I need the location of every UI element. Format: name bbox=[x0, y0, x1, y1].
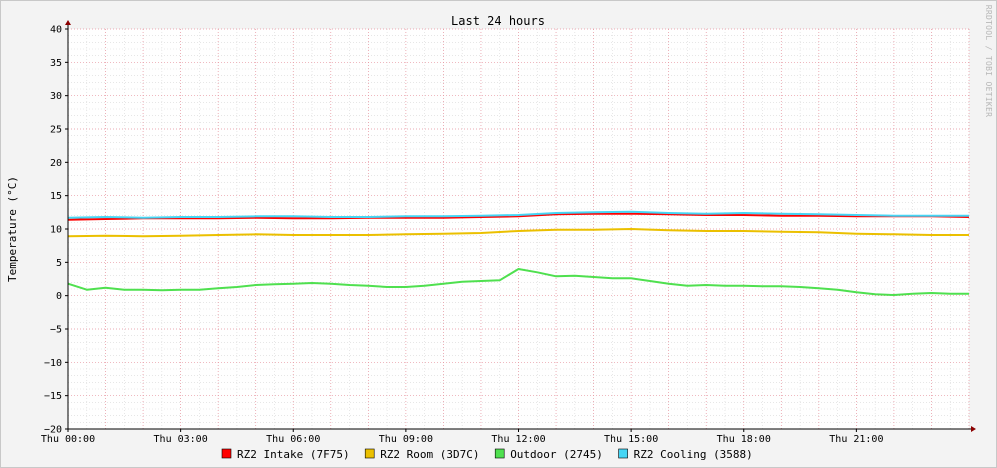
x-tick-label: Thu 18:00 bbox=[717, 434, 771, 445]
y-axis-arrow bbox=[65, 20, 71, 25]
y-tick-label: 30 bbox=[50, 91, 62, 102]
x-tick-label: Thu 09:00 bbox=[379, 434, 433, 445]
y-tick-label: 0 bbox=[56, 291, 62, 302]
y-tick-label: 25 bbox=[50, 125, 62, 136]
y-tick-label: −10 bbox=[44, 358, 62, 369]
axes bbox=[65, 20, 976, 432]
x-tick-label: Thu 12:00 bbox=[491, 434, 545, 445]
x-tick-label: Thu 03:00 bbox=[154, 434, 208, 445]
legend: RZ2 Intake (7F75) RZ2 Room (3D7C) Outdoor … bbox=[221, 448, 753, 461]
y-tick-label: 35 bbox=[50, 58, 62, 69]
y-tick-label: 5 bbox=[56, 258, 62, 269]
y-tick-label: −15 bbox=[44, 391, 62, 402]
x-tick-label: Thu 21:00 bbox=[829, 434, 883, 445]
y-tick-label: −20 bbox=[44, 425, 62, 436]
y-tick-label: 10 bbox=[50, 225, 62, 236]
y-tick-label: 15 bbox=[50, 191, 62, 202]
grid-lines bbox=[67, 28, 970, 430]
y-tick-label: −5 bbox=[50, 325, 62, 336]
legend-label-rz2-cooling-3588: RZ2 Cooling (3588) bbox=[634, 448, 753, 461]
x-axis-arrow bbox=[971, 426, 976, 432]
y-tick-label: 40 bbox=[50, 25, 62, 36]
legend-swatch-rz2-room-3d7c bbox=[364, 448, 375, 459]
legend-swatch-outdoor-2745 bbox=[494, 448, 505, 459]
series-line-rz2-intake-7f75 bbox=[67, 212, 970, 221]
legend-swatch-rz2-cooling-3588 bbox=[618, 448, 628, 459]
chart-title: Last 24 hours bbox=[451, 14, 545, 28]
series-line-rz2-cooling-3588 bbox=[67, 210, 969, 219]
x-tick-label: Thu 15:00 bbox=[604, 434, 658, 445]
x-tick-label: Thu 06:00 bbox=[266, 434, 320, 445]
x-axis-ticks: Thu 00:00 Thu 03:00 Thu 06:00 Thu 09:00 Thu … bbox=[41, 429, 883, 445]
y-tick-label: 20 bbox=[50, 158, 62, 169]
y-axis-label: Temperature (°C) bbox=[6, 176, 19, 282]
series-line-rz2-room-3d7c bbox=[67, 228, 969, 238]
series-lines bbox=[67, 210, 970, 296]
legend-label-outdoor-2745: Outdoor (2745) bbox=[510, 448, 603, 461]
legend-label-rz2-intake-7f75: RZ2 Intake (7F75) bbox=[237, 448, 350, 461]
rrdtool-watermark: RRDTOOL / TOBI OETIKER bbox=[984, 5, 993, 118]
x-tick-label: Thu 00:00 bbox=[41, 434, 95, 445]
series-line-outdoor-2745 bbox=[67, 268, 969, 296]
legend-label-rz2-room-3d7c: RZ2 Room (3D7C) bbox=[380, 448, 479, 461]
y-axis-ticks: 40 35 30 25 20 15 10 5 0 −5 −10 −15 −20 bbox=[44, 25, 68, 436]
legend-swatch-rz2-intake-7f75 bbox=[221, 448, 232, 459]
